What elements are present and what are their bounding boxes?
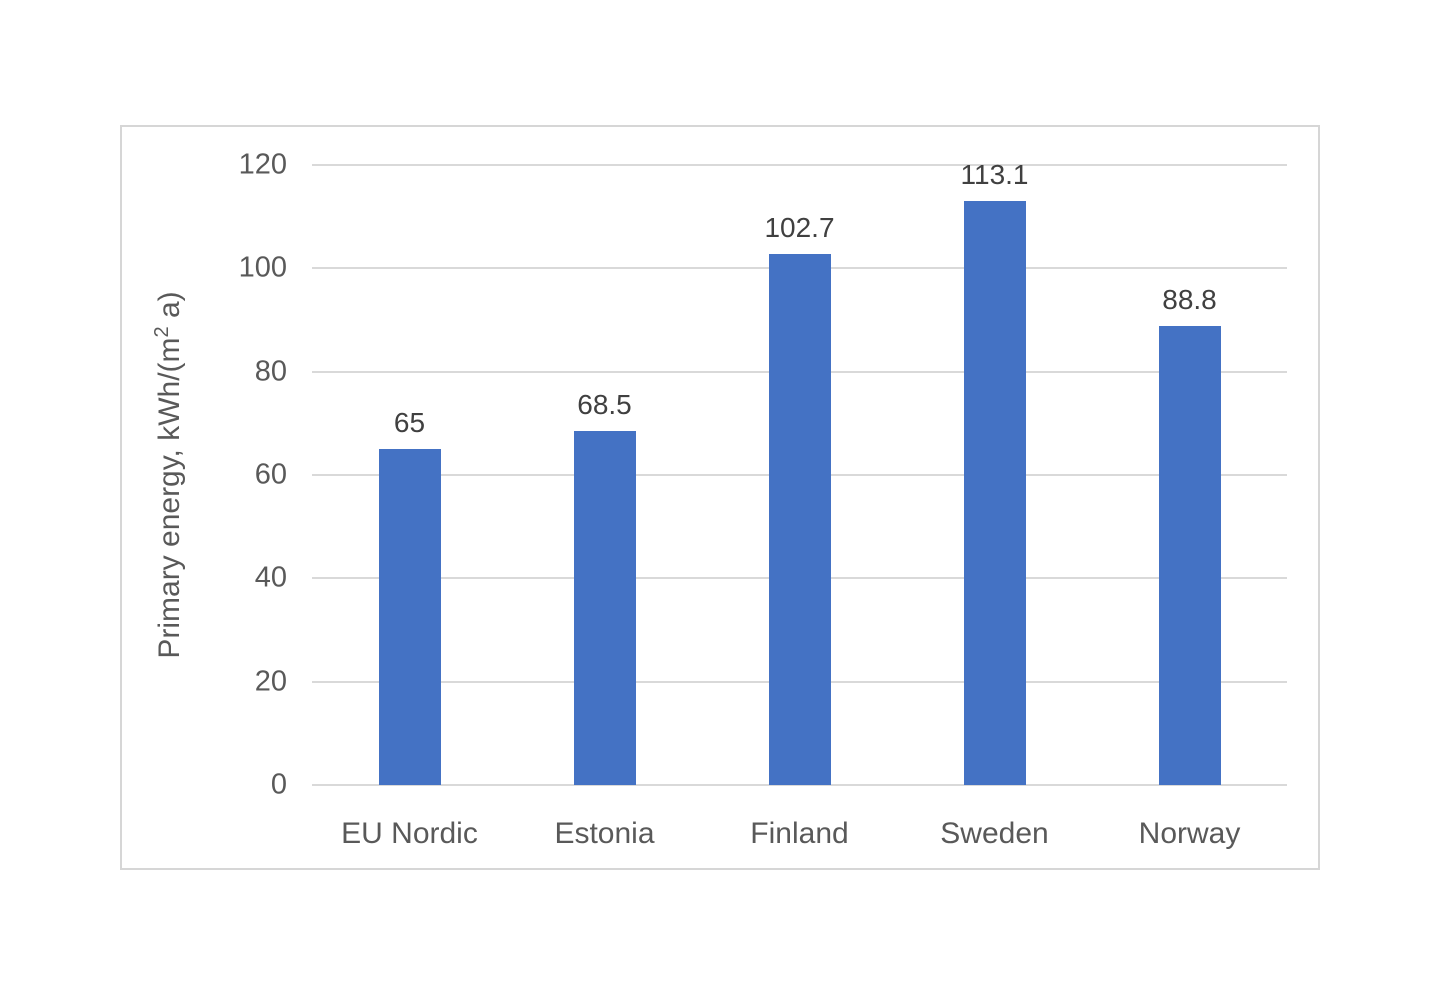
y-tick-label: 60 [254,458,287,491]
data-label: 88.8 [1162,284,1217,316]
data-label: 102.7 [764,212,835,244]
y-axis-title-superscript: 2 [151,326,173,338]
x-category-label: Finland [750,817,849,850]
bar-norway[interactable] [1158,326,1221,785]
y-tick-label: 80 [254,355,287,388]
data-label: 68.5 [577,389,632,421]
x-category-label: Norway [1138,817,1241,850]
x-category-label: EU Nordic [341,817,478,850]
bar-eu-nordic[interactable] [378,449,441,785]
y-tick-label: 120 [238,148,287,181]
y-tick-label: 20 [254,665,287,698]
data-label: 113.1 [960,158,1029,190]
data-label: 65 [393,407,426,439]
y-axis-title-suffix: a) [153,291,186,327]
x-category-label: Estonia [554,817,655,850]
bar-finland[interactable] [768,254,831,785]
bar-sweden[interactable] [963,200,1026,785]
y-tick-label: 100 [238,251,287,284]
gridline [312,164,1287,166]
x-category-label: Sweden [940,817,1049,850]
x-axis-line [312,784,1287,786]
y-tick-label: 40 [254,561,287,594]
bar-estonia[interactable] [573,431,636,785]
y-tick-label: 0 [270,768,287,801]
bar-chart: Primary energy, kWh/(m2 a) 0 20 40 60 80 100 1… [120,125,1320,870]
